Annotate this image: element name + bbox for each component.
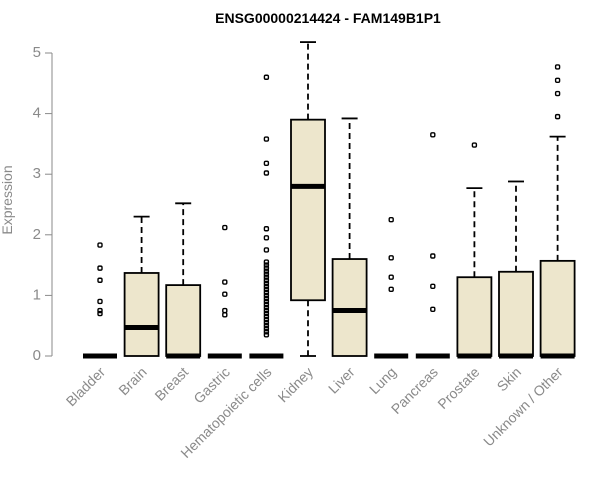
x-tick-label: Liver: [325, 364, 358, 397]
outlier-point: [388, 216, 394, 223]
outlier-point: [263, 170, 270, 176]
outlier-point: [388, 274, 394, 280]
outlier-point: [388, 255, 394, 261]
outlier-point: [263, 301, 270, 308]
outlier-point: [97, 307, 103, 314]
box-breast: [165, 202, 202, 359]
y-axis: 0 1 2 3 4 5: [33, 44, 53, 364]
outlier-point: [554, 64, 561, 70]
outlier-point: [222, 279, 228, 285]
outlier-point: [263, 277, 270, 283]
outlier-point: [554, 113, 561, 120]
outlier-point: [471, 142, 478, 148]
outlier-point: [263, 313, 270, 320]
x-tick-label: Skin: [494, 364, 525, 395]
outlier-point: [263, 307, 270, 314]
box-lung: [374, 216, 409, 359]
outlier-point: [263, 310, 270, 317]
outlier-point: [430, 283, 436, 290]
box-unknown-other: [539, 64, 576, 359]
outlier-point: [263, 136, 270, 142]
y-tick-label: 2: [33, 226, 41, 243]
outlier-point: [263, 274, 270, 280]
outlier-point: [263, 329, 270, 335]
outlier-point: [222, 224, 228, 231]
iqr-box: [331, 258, 368, 357]
outlier-point: [263, 247, 270, 253]
outlier-point: [263, 326, 270, 332]
outlier-point: [263, 262, 270, 268]
box-kidney: [290, 41, 326, 357]
box-series: [83, 41, 576, 359]
outlier-point: [263, 298, 270, 305]
box-skin: [498, 180, 534, 359]
outlier-point: [263, 235, 270, 241]
outlier-point: [388, 286, 394, 293]
outlier-point: [263, 319, 270, 326]
outlier-point: [263, 323, 270, 329]
outlier-point: [430, 253, 436, 259]
outlier-point: [263, 283, 270, 290]
y-tick-label: 1: [33, 286, 41, 303]
outlier-point: [222, 291, 228, 297]
x-tick-label: Brain: [115, 364, 149, 398]
outlier-point: [263, 280, 270, 286]
outlier-point: [263, 292, 270, 299]
outlier-point: [263, 74, 270, 80]
outlier-point: [263, 265, 270, 271]
outlier-point: [263, 295, 270, 302]
outlier-point: [430, 306, 436, 313]
iqr-box: [456, 276, 493, 357]
box-liver: [331, 117, 368, 357]
iqr-box: [165, 284, 202, 357]
iqr-box: [539, 259, 576, 357]
outlier-point: [263, 289, 270, 296]
box-gastric: [207, 224, 242, 359]
outlier-point: [263, 226, 270, 232]
box-hematopoietic-cells: [249, 74, 284, 359]
outlier-point: [222, 312, 228, 318]
outlier-point: [97, 277, 103, 283]
chart-title: ENSG00000214424 - FAM149B1P1: [215, 10, 441, 26]
outlier-point: [263, 160, 270, 166]
x-tick-label: Unknown / Other: [480, 364, 566, 450]
outlier-point: [554, 90, 561, 97]
outlier-point: [263, 286, 270, 293]
y-tick-label: 3: [33, 165, 41, 182]
y-axis-label: Expression: [0, 165, 15, 234]
outlier-point: [430, 132, 436, 138]
outlier-point: [97, 265, 103, 271]
outlier-point: [263, 259, 270, 265]
y-tick-label: 5: [33, 44, 41, 61]
outlier-point: [554, 77, 561, 83]
outlier-point: [263, 316, 270, 323]
outlier-point: [263, 268, 270, 274]
x-tick-label: Kidney: [275, 364, 317, 406]
box-bladder: [83, 242, 117, 359]
x-tick-label: Prostate: [434, 364, 482, 412]
outlier-point: [263, 271, 270, 277]
box-prostate: [456, 142, 493, 359]
x-tick-label: Breast: [151, 364, 191, 404]
box-pancreas: [415, 132, 450, 359]
x-tick-label: Bladder: [63, 364, 109, 410]
x-tick-label: Lung: [366, 364, 399, 397]
iqr-box: [123, 272, 160, 357]
outlier-point: [97, 242, 103, 248]
box-brain: [123, 215, 160, 357]
outlier-point: [263, 332, 270, 338]
outlier-point: [222, 307, 228, 314]
outlier-point: [97, 310, 103, 317]
outlier-point: [97, 298, 103, 305]
iqr-box: [498, 270, 534, 357]
outlier-point: [263, 304, 270, 311]
y-tick-label: 0: [33, 347, 41, 364]
y-tick-label: 4: [33, 105, 41, 122]
iqr-box: [290, 118, 326, 302]
